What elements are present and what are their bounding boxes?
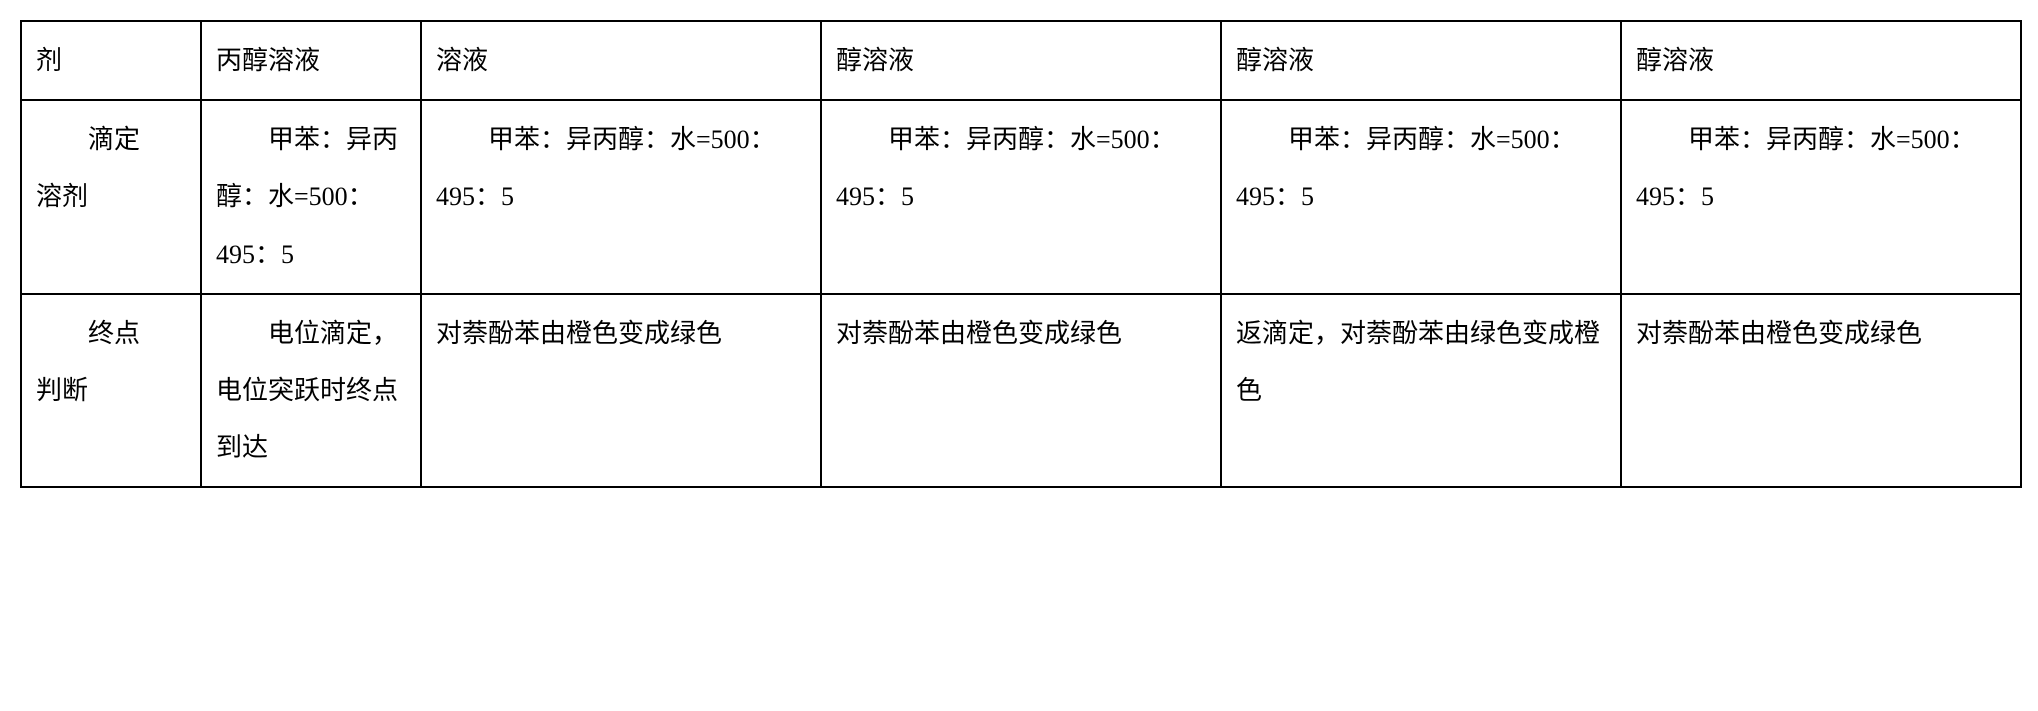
table-cell: 甲苯：异丙醇：水=500：495：5 bbox=[421, 100, 821, 294]
table-cell: 甲苯：异丙醇：水=500：495：5 bbox=[201, 100, 421, 294]
table-cell: 电位滴定，电位突跃时终点到达 bbox=[201, 294, 421, 488]
table-cell: 甲苯：异丙醇：水=500：495：5 bbox=[1621, 100, 2021, 294]
header-text-line1: 滴定 bbox=[36, 111, 186, 168]
row-header: 剂 bbox=[21, 21, 201, 100]
table-cell: 对萘酚苯由橙色变成绿色 bbox=[421, 294, 821, 488]
table-cell: 返滴定，对萘酚苯由绿色变成橙色 bbox=[1221, 294, 1621, 488]
table-cell: 溶液 bbox=[421, 21, 821, 100]
table-cell: 醇溶液 bbox=[821, 21, 1221, 100]
table-cell: 醇溶液 bbox=[1621, 21, 2021, 100]
row-header: 终点 判断 bbox=[21, 294, 201, 488]
table-row: 终点 判断 电位滴定，电位突跃时终点到达 对萘酚苯由橙色变成绿色 对萘酚苯由橙色… bbox=[21, 294, 2021, 488]
table-cell: 甲苯：异丙醇：水=500：495：5 bbox=[1221, 100, 1621, 294]
data-table: 剂 丙醇溶液 溶液 醇溶液 醇溶液 醇溶液 滴定 溶剂 甲苯：异丙醇：水=500… bbox=[20, 20, 2022, 488]
table-cell: 丙醇溶液 bbox=[201, 21, 421, 100]
header-text-line2: 溶剂 bbox=[36, 168, 186, 225]
table-cell: 醇溶液 bbox=[1221, 21, 1621, 100]
header-text-line2: 判断 bbox=[36, 362, 186, 419]
table-row: 剂 丙醇溶液 溶液 醇溶液 醇溶液 醇溶液 bbox=[21, 21, 2021, 100]
table-row: 滴定 溶剂 甲苯：异丙醇：水=500：495：5 甲苯：异丙醇：水=500：49… bbox=[21, 100, 2021, 294]
row-header: 滴定 溶剂 bbox=[21, 100, 201, 294]
table-cell: 甲苯：异丙醇：水=500：495：5 bbox=[821, 100, 1221, 294]
table-cell: 对萘酚苯由橙色变成绿色 bbox=[1621, 294, 2021, 488]
header-text-line1: 终点 bbox=[36, 305, 186, 362]
table-cell: 对萘酚苯由橙色变成绿色 bbox=[821, 294, 1221, 488]
